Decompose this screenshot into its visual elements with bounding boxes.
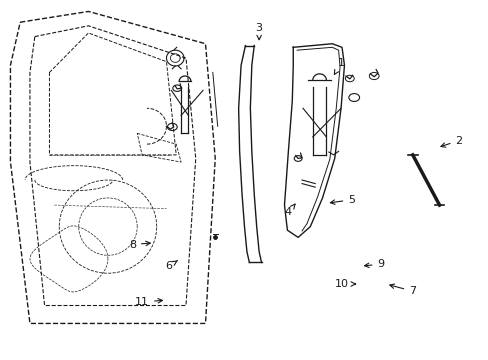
Text: 3: 3 (255, 23, 262, 40)
Text: 7: 7 (389, 284, 415, 296)
Text: 4: 4 (284, 204, 294, 217)
Text: 2: 2 (440, 136, 462, 147)
Text: 1: 1 (334, 58, 344, 75)
Text: 8: 8 (128, 239, 150, 249)
Text: 9: 9 (364, 259, 384, 269)
Text: 5: 5 (330, 195, 355, 205)
Text: 11: 11 (135, 297, 162, 307)
Text: 10: 10 (334, 279, 355, 289)
Text: 6: 6 (165, 261, 177, 271)
